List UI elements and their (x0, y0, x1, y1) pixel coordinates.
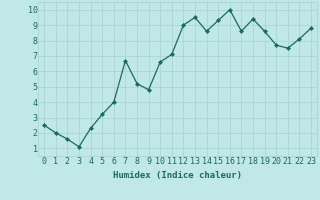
X-axis label: Humidex (Indice chaleur): Humidex (Indice chaleur) (113, 171, 242, 180)
